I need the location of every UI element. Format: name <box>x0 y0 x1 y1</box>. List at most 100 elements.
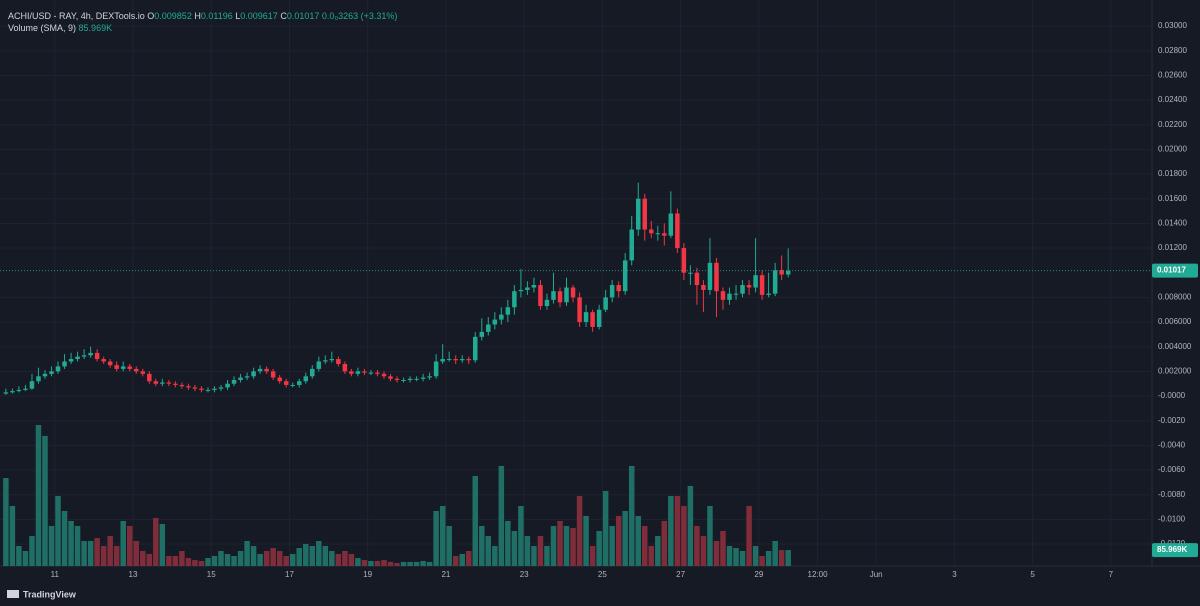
x-tick-label: 19 <box>363 570 372 579</box>
candle-body <box>603 297 608 310</box>
candle-body <box>707 262 713 290</box>
candle-body <box>362 371 367 373</box>
volume-bar <box>81 540 87 566</box>
candle-body <box>551 291 556 300</box>
candle-body <box>779 270 784 275</box>
volume-bar <box>100 545 107 566</box>
volume-bar <box>668 495 674 566</box>
candle-body <box>62 361 67 367</box>
candle-body <box>68 359 74 362</box>
candle-body <box>218 387 224 389</box>
volume-bar <box>61 510 68 566</box>
candle-body <box>420 377 426 379</box>
volume-bar <box>505 520 511 566</box>
candle-body <box>407 378 413 381</box>
candle-body <box>466 359 471 361</box>
volume-bar <box>426 561 433 566</box>
volume-bar <box>250 545 257 566</box>
volume-bar <box>74 525 81 566</box>
x-tick-label: 5 <box>1030 570 1035 579</box>
volume-bar <box>511 530 518 566</box>
legend-row: Volume (SMA, 9) 85.969K <box>8 22 397 34</box>
candle-body <box>557 291 563 303</box>
volume-bar <box>16 545 22 566</box>
volume-bar <box>713 540 720 566</box>
x-tick-label: 29 <box>754 570 763 579</box>
volume-bar <box>602 490 609 566</box>
candle-body <box>186 386 191 388</box>
candle-body <box>88 352 93 356</box>
volume-bar <box>570 528 576 566</box>
candle-body <box>414 378 419 380</box>
volume-bar <box>531 545 537 566</box>
candle-body <box>636 198 641 230</box>
y-tick-label: 0.01200 <box>1158 243 1187 252</box>
candle-body <box>127 366 132 369</box>
volume-bar <box>166 555 172 566</box>
candle-body <box>394 378 400 381</box>
candle-body <box>622 260 628 292</box>
volume-bar <box>622 510 628 566</box>
y-tick-label: -0.0100 <box>1158 514 1186 523</box>
x-tick-label: 11 <box>51 570 60 579</box>
candle-body <box>303 376 309 382</box>
candle-body <box>49 371 54 374</box>
x-tick-label: 17 <box>285 570 294 579</box>
volume-bar <box>335 553 342 566</box>
volume-tag-label: 85.969K <box>1157 545 1187 554</box>
x-tick-label: 13 <box>129 570 138 579</box>
volume-bar <box>263 550 270 566</box>
volume-bar <box>381 560 387 566</box>
volume-bar <box>661 520 668 566</box>
candle-body <box>694 272 700 286</box>
candle-body <box>668 213 674 236</box>
candle-body <box>55 366 61 372</box>
h-label: H <box>194 11 201 21</box>
volume-bar <box>492 545 498 566</box>
volume-bar <box>583 515 589 566</box>
candle-body <box>23 388 28 390</box>
candle-body <box>212 388 217 390</box>
candle-body <box>544 299 550 307</box>
volume-bar <box>413 561 420 566</box>
volume-bar <box>407 561 413 566</box>
volume-bar <box>316 540 322 566</box>
candle-body <box>772 270 778 294</box>
volume-bar <box>635 515 641 566</box>
volume-bar <box>198 560 205 566</box>
symbol: ACHI/USD <box>8 11 52 21</box>
y-tick-label: 0.02400 <box>1158 95 1187 104</box>
volume-bar <box>276 550 283 566</box>
candle-body <box>10 391 15 393</box>
candle-body <box>388 376 393 379</box>
x-tick-label: 25 <box>598 570 607 579</box>
volume-bar <box>368 560 374 566</box>
h-value: 0.01196 <box>200 11 233 21</box>
candle-body <box>3 392 9 394</box>
candle-body <box>649 229 654 234</box>
volume-bar <box>694 525 700 566</box>
info: - RAY, 4h, DEXTools.io <box>53 11 145 21</box>
candle-body <box>29 381 35 389</box>
volume-bar <box>126 525 133 566</box>
volume-bar <box>270 548 276 566</box>
volume-bar <box>518 505 524 566</box>
y-tick-label: -0.0000 <box>1158 391 1186 400</box>
candle-body <box>675 213 680 249</box>
volume-bar <box>439 505 446 566</box>
candle-body <box>296 381 302 385</box>
candle-body <box>433 361 439 377</box>
candle-body <box>192 387 198 389</box>
volume-bar <box>772 540 778 566</box>
volume-value: 85.969K <box>78 23 113 33</box>
candle-body <box>173 383 178 385</box>
candle-body <box>746 285 752 288</box>
volume-bar <box>48 525 55 566</box>
volume-bar <box>446 525 452 566</box>
volume-bar <box>759 555 765 566</box>
candle-body <box>368 372 374 374</box>
volume-bar <box>153 518 159 566</box>
candle-body <box>662 233 667 236</box>
volume-bar <box>544 545 550 566</box>
